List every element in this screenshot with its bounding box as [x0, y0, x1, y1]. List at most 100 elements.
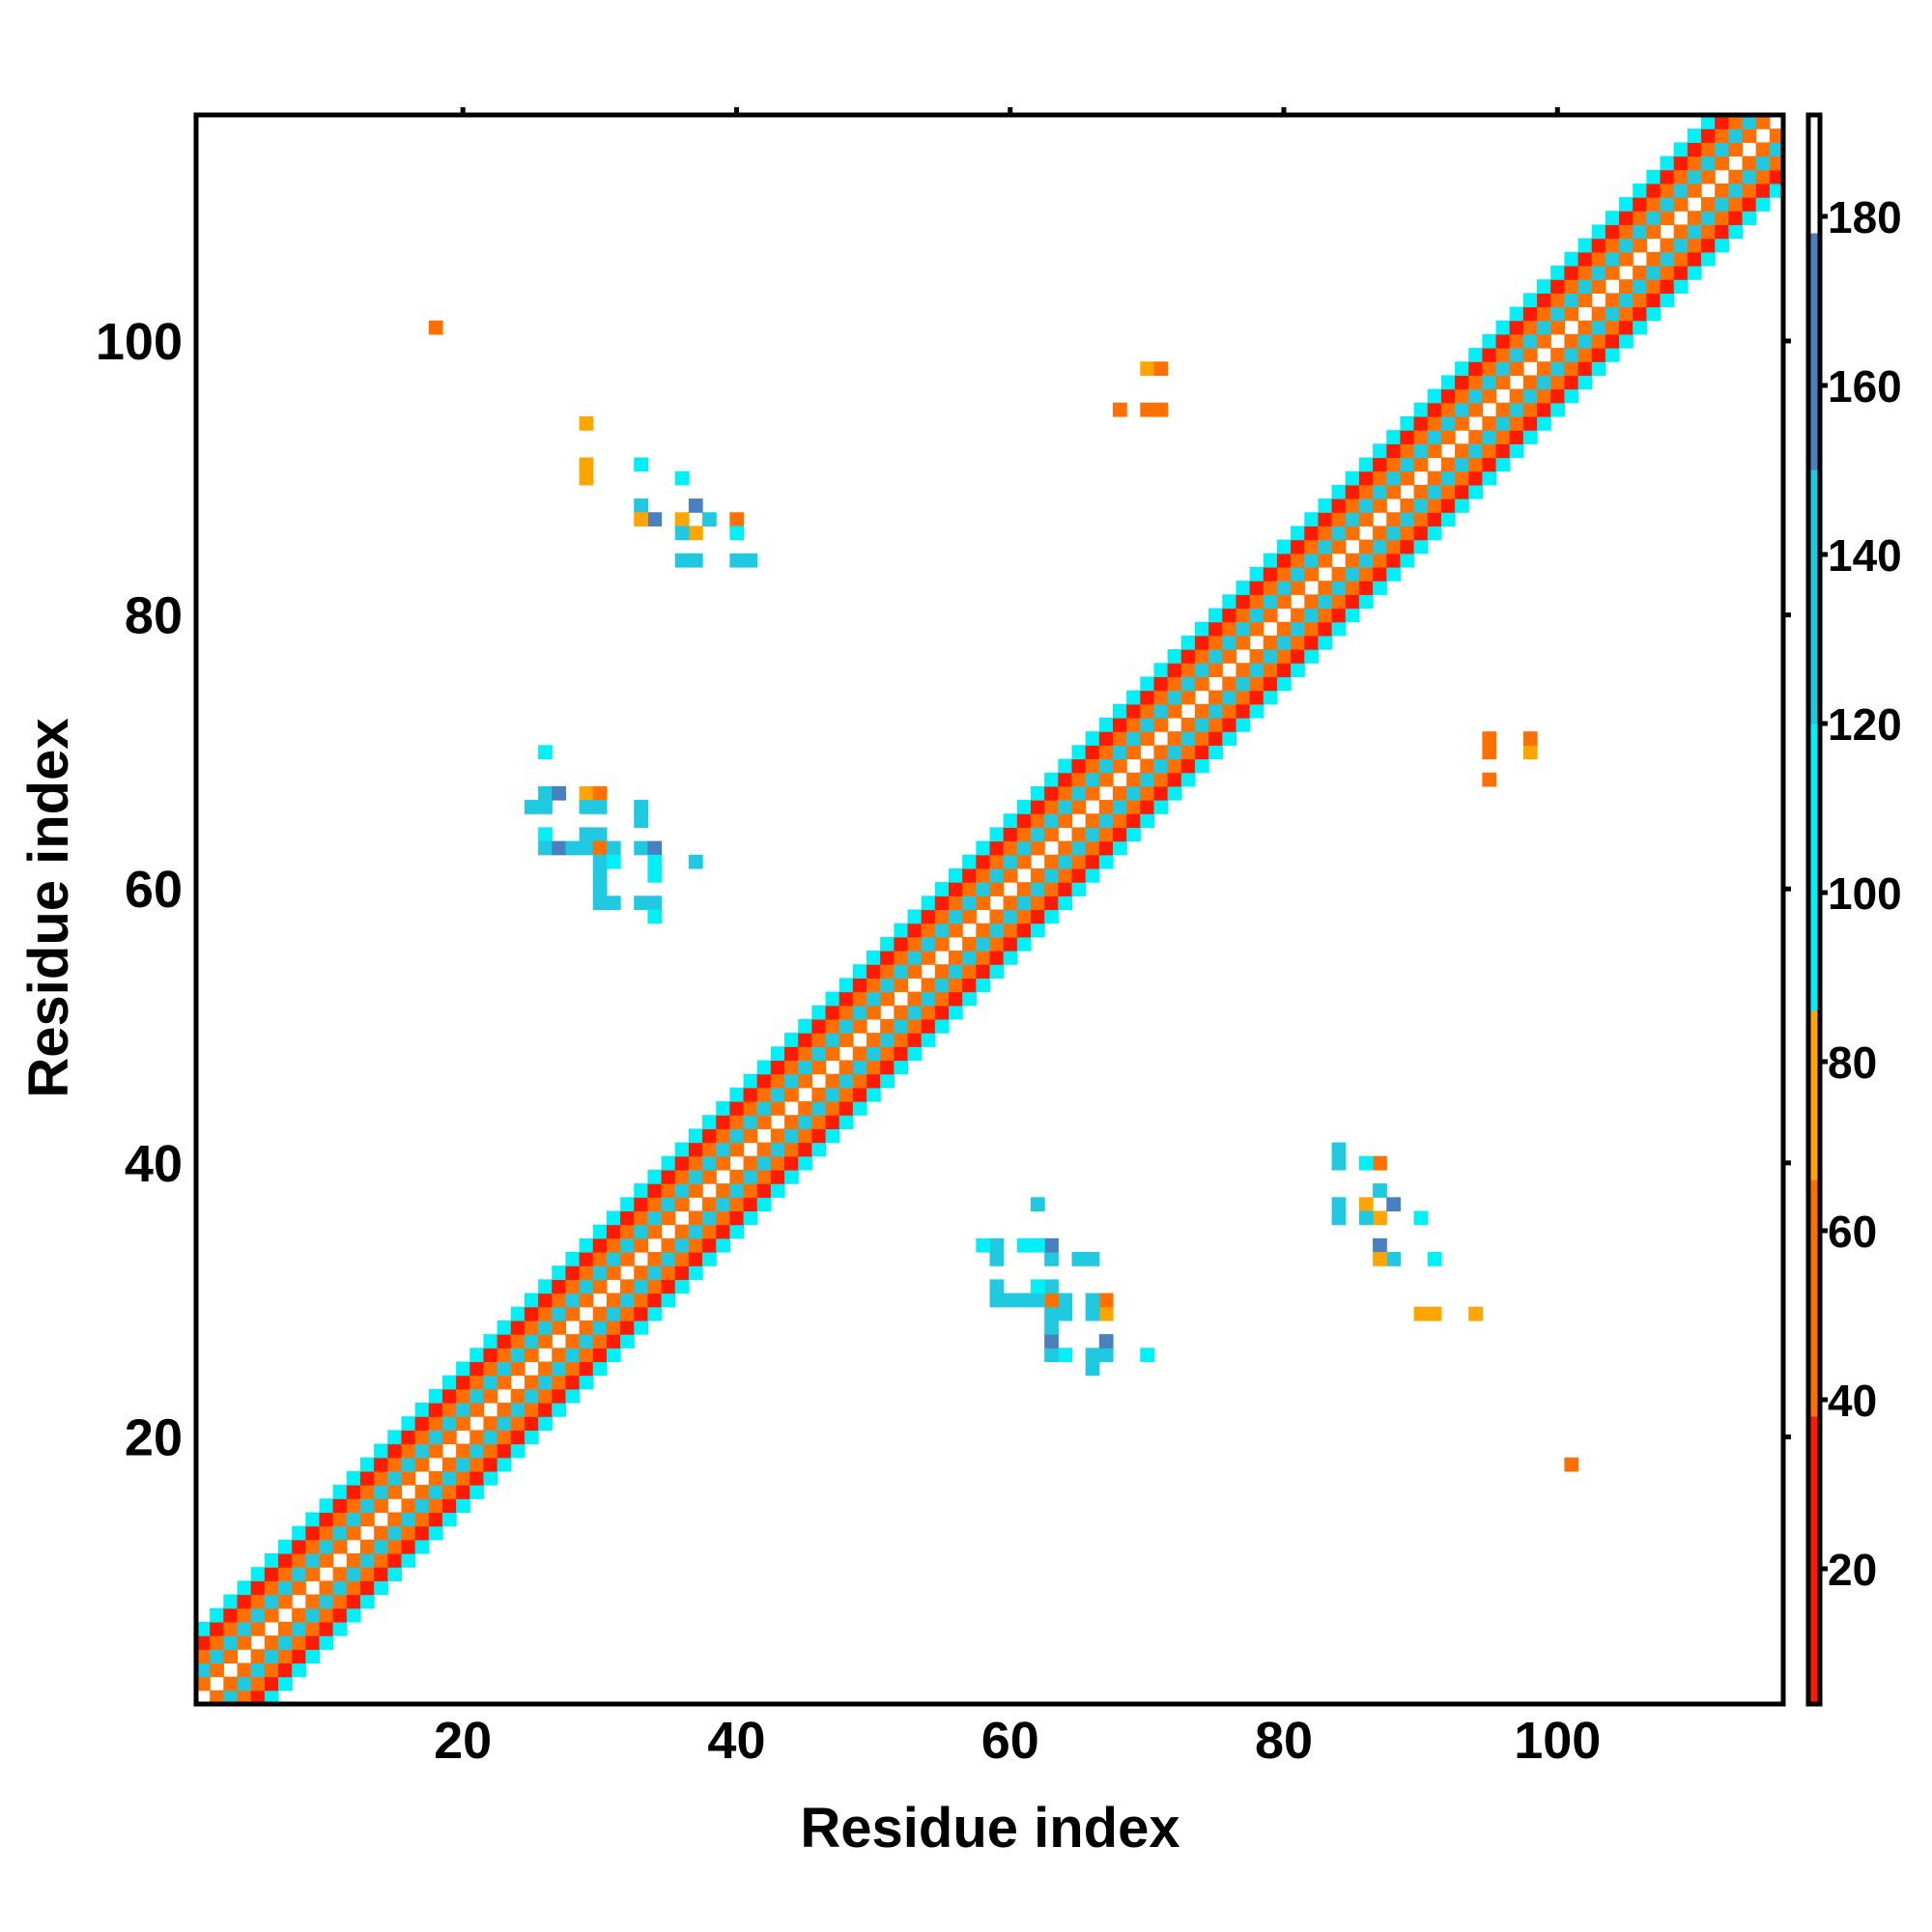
heatmap-cell — [1537, 320, 1551, 335]
heatmap-cell — [264, 1690, 279, 1705]
heatmap-cell — [1577, 320, 1593, 335]
heatmap-cell — [798, 1128, 812, 1144]
heatmap-cell — [1509, 402, 1524, 417]
heatmap-cell — [1482, 745, 1497, 760]
heatmap-cell — [428, 1388, 443, 1404]
heatmap-cell — [620, 1279, 635, 1294]
heatmap-cell — [552, 1320, 567, 1335]
heatmap-cell — [374, 1553, 388, 1568]
heatmap-cell — [1071, 758, 1087, 774]
heatmap-cell — [538, 1293, 553, 1308]
heatmap-cell — [1495, 361, 1511, 377]
heatmap-cell — [867, 991, 881, 1007]
heatmap-cell — [1728, 128, 1744, 143]
heatmap-cell — [1522, 375, 1538, 390]
heatmap-cell — [1660, 279, 1675, 294]
heatmap-cell — [1522, 306, 1538, 322]
heatmap-cell — [1180, 758, 1196, 774]
heatmap-cell — [1276, 676, 1292, 692]
heatmap-cell — [1591, 348, 1606, 362]
heatmap-cell — [1509, 320, 1524, 335]
heatmap-cell — [949, 978, 963, 993]
heatmap-cell — [1591, 265, 1606, 280]
heatmap-cell — [1646, 279, 1662, 294]
heatmap-cell — [319, 1594, 334, 1609]
heatmap-cell — [743, 1115, 758, 1129]
heatmap-cell — [1194, 621, 1209, 637]
heatmap-cell — [237, 1676, 252, 1691]
heatmap-cell — [524, 1388, 539, 1404]
heatmap-cell — [1633, 197, 1647, 212]
heatmap-cell — [1194, 717, 1209, 732]
heatmap-cell — [1085, 1361, 1100, 1377]
heatmap-cell — [510, 1334, 526, 1349]
heatmap-cell — [1071, 785, 1087, 801]
heatmap-cell — [1071, 772, 1087, 787]
heatmap-cell — [210, 1621, 224, 1636]
heatmap-cell — [949, 909, 963, 924]
heatmap-cell — [1044, 1252, 1059, 1266]
heatmap-cell — [634, 1183, 649, 1198]
heatmap-cell — [1044, 1293, 1059, 1308]
heatmap-cell — [1509, 443, 1524, 459]
heatmap-cell — [1236, 690, 1251, 705]
heatmap-cell — [428, 1498, 443, 1514]
heatmap-cell — [756, 1087, 772, 1102]
heatmap-cell — [1126, 745, 1141, 760]
heatmap-cell — [1345, 581, 1360, 595]
heatmap-cell — [1564, 388, 1579, 404]
heatmap-cell — [319, 1512, 334, 1527]
heatmap-cell — [1222, 635, 1237, 650]
heatmap-cell — [674, 1265, 690, 1280]
heatmap-cell — [634, 800, 649, 814]
heatmap-cell — [702, 1115, 717, 1129]
heatmap-cell — [1373, 566, 1387, 582]
heatmap-cell — [1660, 211, 1675, 226]
heatmap-cell — [1112, 402, 1127, 417]
heatmap-cell — [1208, 635, 1223, 650]
heatmap-cell — [1386, 566, 1402, 582]
heatmap-cell — [716, 1115, 730, 1129]
heatmap-cell — [428, 1403, 443, 1417]
heatmap-cell — [989, 923, 1005, 938]
heatmap-cell — [1222, 731, 1237, 746]
heatmap-cell — [1249, 690, 1264, 705]
heatmap-cell — [620, 1334, 635, 1349]
heatmap-cell — [1249, 663, 1264, 678]
heatmap-cell — [1358, 539, 1374, 554]
heatmap-cell — [1373, 470, 1387, 486]
heatmap-cell — [428, 1430, 443, 1445]
heatmap-cell — [716, 1155, 730, 1171]
heatmap-cell — [962, 936, 977, 952]
heatmap-cell — [989, 1279, 1005, 1294]
heatmap-cell — [921, 1018, 936, 1034]
heatmap-cell — [907, 909, 923, 924]
heatmap-cell — [729, 1183, 745, 1198]
heatmap-cell — [1455, 361, 1469, 377]
heatmap-cell — [196, 1662, 211, 1678]
heatmap-cell — [1016, 854, 1032, 869]
heatmap-cell — [332, 1567, 348, 1581]
heatmap-cell — [1153, 772, 1169, 787]
heatmap-cell — [483, 1443, 498, 1459]
heatmap-cell — [346, 1553, 361, 1568]
heatmap-cell — [1413, 443, 1429, 459]
heatmap-cell — [250, 1607, 266, 1623]
heatmap-cell — [414, 1485, 430, 1499]
heatmap-cell — [1358, 1155, 1374, 1171]
heatmap-cell — [825, 1018, 840, 1034]
heatmap-cell — [1345, 484, 1360, 499]
heatmap-cell — [1619, 251, 1634, 267]
heatmap-cell — [1687, 142, 1702, 157]
heatmap-cell — [441, 1498, 457, 1514]
heatmap-cell — [976, 923, 991, 938]
heatmap-cell — [852, 991, 867, 1007]
heatmap-cell — [497, 1443, 512, 1459]
heatmap-cell — [661, 1183, 676, 1198]
heatmap-cell — [1003, 909, 1018, 924]
heatmap-cell — [989, 951, 1005, 965]
heatmap-cell — [1564, 361, 1579, 377]
heatmap-cell — [1455, 402, 1469, 417]
heatmap-cell — [359, 1512, 375, 1527]
heatmap-cell — [524, 1430, 539, 1445]
